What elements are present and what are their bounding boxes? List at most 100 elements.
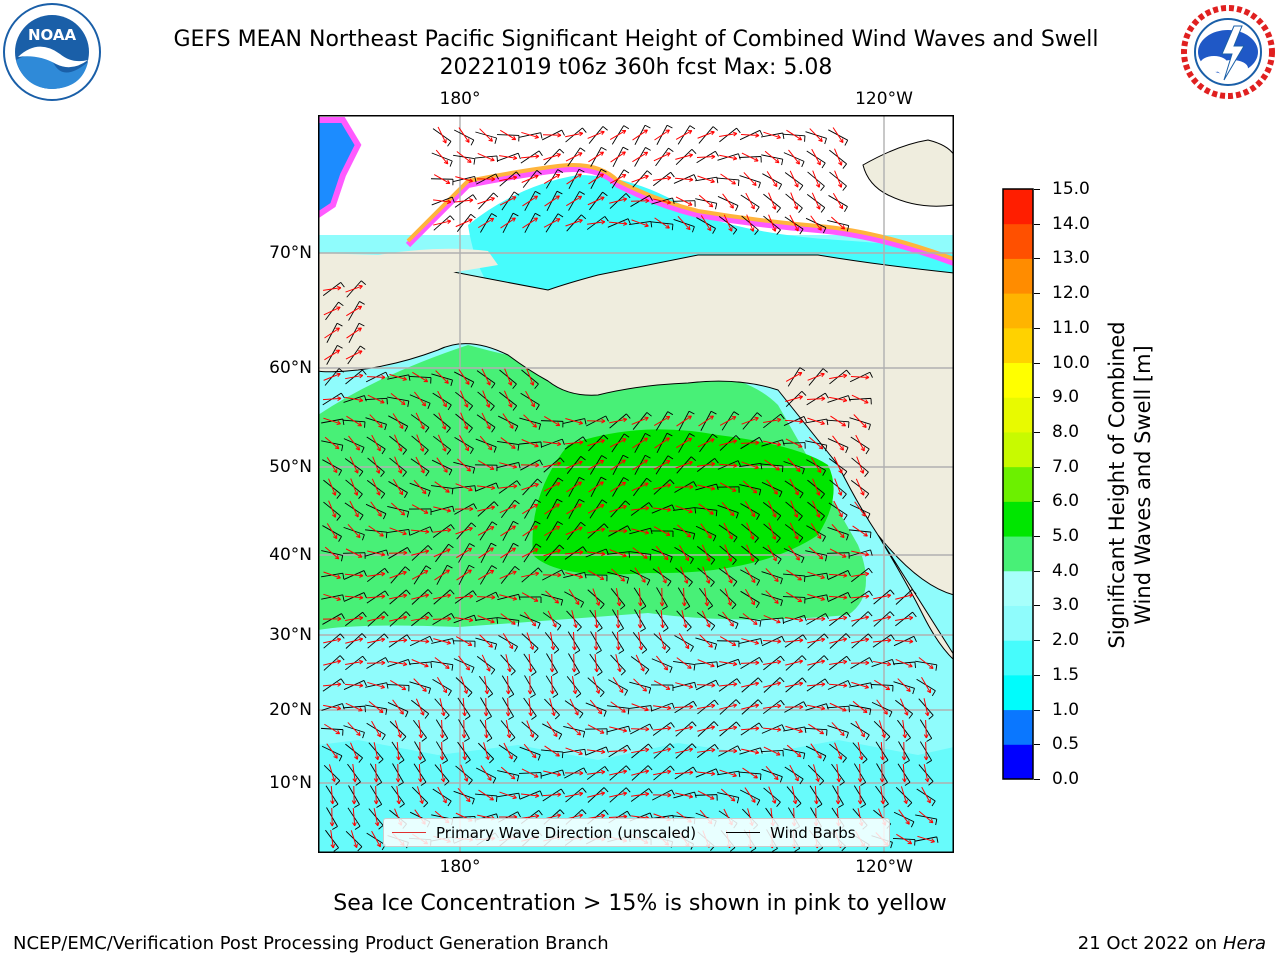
wave-direction-arrow: [500, 613, 516, 625]
colorbar-tick-mark: [1034, 223, 1040, 225]
wave-direction-arrowhead: [442, 798, 447, 804]
wind-barb-flag: [472, 194, 477, 200]
wave-direction-arrow: [522, 503, 538, 515]
wave-direction-arrowhead: [419, 799, 424, 804]
wind-barb-flag: [516, 480, 521, 486]
wave-direction-arrowhead: [841, 422, 846, 427]
wave-direction-arrowhead: [643, 129, 648, 134]
wind-barb-flag: [535, 404, 540, 411]
wind-barb-flag: [557, 521, 563, 525]
wave-direction-arrow: [609, 770, 627, 776]
wave-direction-arrowhead: [689, 177, 694, 182]
wave-direction-arrowhead: [439, 756, 445, 761]
wave-direction-arrowhead: [820, 659, 826, 664]
wave-direction-arrow: [543, 482, 561, 492]
wind-barb-flag: [468, 405, 474, 411]
wave-direction-arrow: [522, 525, 538, 537]
wind-barb-flag: [779, 491, 783, 498]
wave-direction-arrow: [744, 501, 756, 517]
wave-direction-arrowhead: [601, 418, 606, 424]
wave-direction-arrowhead: [512, 504, 517, 509]
colorbar-segment: [1003, 397, 1033, 433]
wind-barb-flag: [686, 626, 692, 632]
wind-barb-flag: [537, 754, 541, 761]
wave-direction-arrow: [434, 481, 450, 493]
wave-direction-arrowhead: [505, 712, 511, 717]
wind-barb-flag: [600, 476, 607, 481]
wave-direction-arrowhead: [909, 639, 914, 644]
wave-direction-arrowhead: [817, 754, 822, 759]
wave-direction-arrowhead: [687, 130, 693, 135]
wave-direction-arrowhead: [599, 481, 604, 486]
wave-direction-arrow: [786, 569, 802, 581]
wind-barb-flag: [448, 469, 453, 476]
wind-barb-flag: [540, 441, 543, 448]
wave-direction-arrow: [375, 785, 377, 805]
wave-direction-arrowhead: [486, 667, 491, 672]
wave-direction-arrow: [456, 547, 472, 559]
wave-direction-arrowhead: [469, 506, 474, 512]
wind-barb-flag: [468, 779, 473, 785]
wind-barb-flag: [580, 455, 586, 461]
wave-direction-arrowhead: [578, 460, 583, 465]
wind-barb-flag: [538, 810, 543, 816]
wind-barb-flag: [692, 701, 697, 707]
wave-direction-arrow: [852, 525, 868, 537]
wave-direction-arrow: [631, 748, 649, 754]
wave-direction-arrowhead: [772, 556, 777, 562]
wind-barb-flag: [405, 711, 409, 718]
wave-direction-arrowhead: [573, 623, 578, 629]
wave-direction-arrowhead: [688, 725, 694, 731]
wind-barb-flag: [535, 190, 541, 195]
wave-direction-arrowhead: [705, 579, 711, 584]
wave-direction-arrow: [349, 500, 359, 518]
wave-direction-arrow: [763, 419, 781, 423]
wind-barb-flag: [579, 191, 585, 195]
wind-barb-flag: [649, 554, 652, 561]
wave-direction-arrow: [674, 771, 694, 775]
wave-direction-arrowhead: [600, 196, 605, 201]
wind-barb-flag: [517, 620, 520, 627]
wave-direction-arrow: [676, 437, 692, 449]
wave-direction-arrow: [895, 594, 913, 600]
wave-direction-arrowhead: [534, 773, 539, 778]
wind-barb-flag: [843, 514, 848, 521]
wave-direction-arrow: [702, 566, 710, 584]
wave-direction-arrowhead: [381, 660, 386, 666]
wave-direction-arrow: [655, 655, 669, 671]
wind-barb-flag: [342, 573, 345, 580]
wind-barb-flag: [844, 139, 849, 146]
wind-barb-flag: [624, 690, 629, 696]
colorbar-segment: [1003, 431, 1033, 468]
wind-barb-flag: [486, 716, 492, 720]
wind-barb-flag: [385, 708, 388, 715]
wave-direction-arrowhead: [402, 530, 407, 536]
wind-barb-flag: [597, 671, 603, 676]
wind-barb-flag: [870, 549, 873, 556]
wind-barb-flag: [446, 427, 451, 433]
wind-barb-flag: [514, 425, 519, 432]
wave-direction-arrowhead: [924, 711, 930, 717]
wave-direction-arrow: [544, 745, 560, 757]
wave-direction-arrow: [719, 726, 737, 732]
wind-barb-flag: [826, 419, 829, 426]
wave-direction-arrowhead: [683, 623, 688, 629]
wind-barb-flag: [801, 161, 805, 168]
wave-direction-arrow: [700, 523, 712, 539]
wave-direction-swatch: [392, 832, 426, 833]
wave-direction-arrow: [766, 171, 778, 187]
wave-direction-arrowhead: [620, 577, 626, 582]
wave-direction-arrowhead: [398, 490, 404, 496]
wave-direction-arrow: [565, 418, 583, 424]
colorbar-title-line1: Significant Height of Combined: [1105, 321, 1129, 649]
wave-direction-arrowhead: [843, 683, 848, 688]
wave-direction-arrowhead: [667, 507, 672, 512]
wind-barb-flag: [508, 693, 515, 698]
wave-direction-arrow: [831, 722, 845, 736]
wave-direction-arrowhead: [622, 769, 628, 774]
wave-direction-arrow: [722, 611, 734, 627]
wave-direction-arrow: [433, 548, 451, 558]
wave-direction-arrowhead: [356, 533, 361, 539]
wave-direction-arrowhead: [534, 482, 539, 488]
wave-direction-arrowhead: [463, 689, 469, 694]
